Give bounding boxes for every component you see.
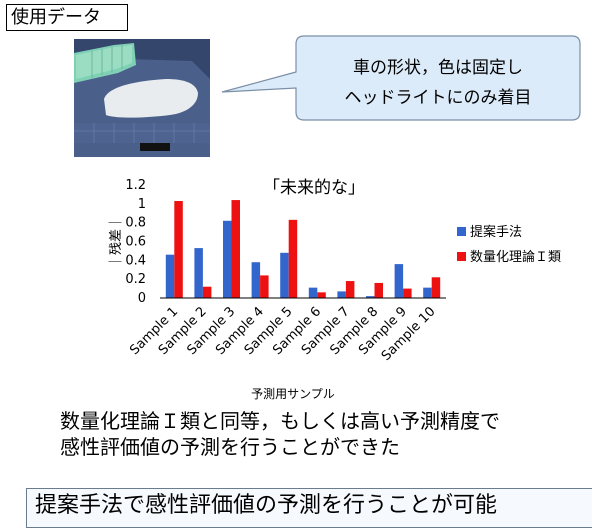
chart-title: 「未来的な」	[263, 178, 365, 198]
callout-line2: ヘッドライトにのみ着目	[345, 88, 532, 108]
bar-proposed-8	[366, 296, 375, 298]
bar-proposed-6	[308, 287, 318, 298]
bar-proposed-2	[194, 248, 203, 298]
bar-proposed-9	[394, 264, 404, 298]
bar-chart: 「未来的な」 0 0.2 0.4 0.6 0.8 1 1.2 Sample 1Sample …	[109, 178, 561, 401]
y-tick-label: 0.2	[125, 272, 146, 287]
bar-quantification-1	[174, 201, 183, 298]
y-axis-label: ｜残差｜	[109, 216, 124, 268]
conclusion-line1: 数量化理論Ｉ類と同等，もしくは高い予測精度で	[60, 409, 500, 433]
bar-quantification-2	[202, 286, 212, 298]
y-tick-label: 1.2	[125, 178, 146, 193]
headlight-image	[74, 39, 210, 157]
data-label: 使用データ	[6, 4, 128, 31]
conclusion-line2: 感性評価値の予測を行うことができた	[60, 435, 400, 459]
bar-quantification-8	[374, 282, 383, 298]
bar-proposed-7	[337, 291, 346, 298]
bar-quantification-10	[431, 277, 441, 298]
bar-proposed-5	[280, 252, 289, 298]
legend-swatch	[457, 227, 466, 236]
bar-proposed-4	[251, 262, 261, 298]
conclusion: 数量化理論Ｉ類と同等，もしくは高い予測精度で 感性評価値の予測を行うことができた	[60, 408, 500, 460]
callout-bubble: 車の形状，色は固定し ヘッドライトにのみ着目	[221, 35, 581, 121]
y-tick-label: 0.6	[125, 235, 146, 250]
bar-quantification-6	[317, 292, 326, 298]
headlight-photo	[74, 39, 210, 157]
y-axis-ticks: 0 0.2 0.4 0.6 0.8 1 1.2	[125, 178, 146, 306]
x-axis-label: 予測用サンプル	[251, 387, 335, 401]
summary-text: 提案手法で感性評価値の予測を行うことが可能	[35, 493, 498, 518]
bar-quantification-5	[288, 219, 298, 298]
legend-label: 提案手法	[470, 224, 522, 240]
bar-proposed-1	[165, 254, 175, 298]
bar-quantification-9	[403, 288, 412, 298]
y-tick-label: 1	[138, 197, 146, 212]
bar-quantification-7	[345, 281, 355, 298]
y-tick-label: 0	[138, 291, 146, 306]
bar-proposed-10	[423, 287, 432, 298]
bars-group	[165, 200, 441, 298]
legend-label: 数量化理論Ｉ類	[470, 249, 561, 265]
summary-box: 提案手法で感性評価値の予測を行うことが可能	[26, 488, 592, 528]
bar-proposed-3	[223, 220, 232, 298]
bar-quantification-3	[231, 200, 240, 298]
y-tick-label: 0.8	[125, 216, 146, 231]
callout-line1: 車の形状，色は固定し	[353, 58, 523, 78]
legend-swatch	[457, 252, 466, 261]
bar-quantification-4	[260, 275, 269, 298]
y-tick-label: 0.4	[125, 253, 146, 268]
